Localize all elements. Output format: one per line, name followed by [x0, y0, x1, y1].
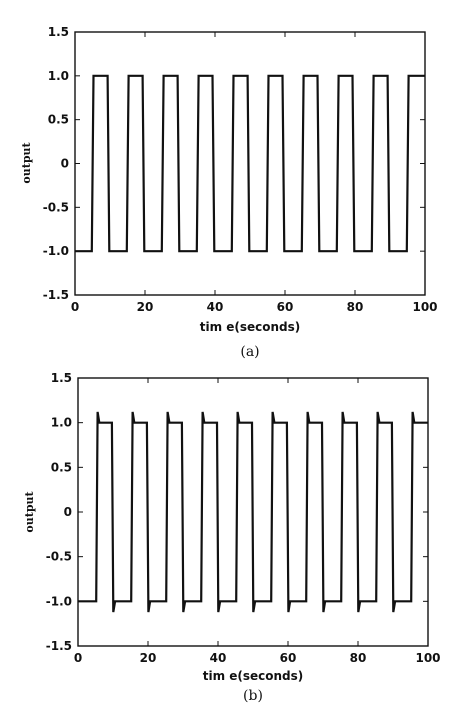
y-tick-label-b-4: -0.5: [46, 550, 72, 564]
y-tick-label-b-1: 1.0: [51, 416, 72, 430]
x-axis-label-a: tim e(seconds): [200, 320, 301, 334]
y-tick-label-a-0: 1.5: [48, 25, 69, 39]
y-axis-label-a: output: [20, 141, 33, 183]
x-tick-label-a-1: 20: [137, 300, 154, 314]
x-tick-label-a-3: 60: [277, 300, 294, 314]
x-tick-label-a-0: 0: [71, 300, 79, 314]
y-tick-label-b-0: 1.5: [51, 371, 72, 385]
x-tick-label-b-3: 60: [280, 651, 297, 665]
y-tick-label-b-3: 0: [64, 505, 72, 519]
y-tick-label-a-4: -0.5: [43, 200, 69, 214]
x-tick-label-b-0: 0: [74, 651, 82, 665]
y-tick-label-a-1: 1.0: [48, 69, 69, 83]
y-tick-label-a-6: -1.5: [43, 288, 69, 302]
output-trace-a: [75, 74, 425, 253]
x-tick-label-a-5: 100: [412, 300, 437, 314]
y-tick-label-b-6: -1.5: [46, 639, 72, 653]
chart-panel-a: 0 20 40 60 80 100 1.5 1.0 0.5 0 -0.5 -1.0 -1.5 outpu…: [20, 25, 438, 360]
x-tick-label-a-2: 40: [207, 300, 224, 314]
y-tick-label-b-5: -1.0: [46, 594, 72, 608]
x-tick-label-b-1: 20: [140, 651, 157, 665]
x-tick-label-a-4: 80: [347, 300, 364, 314]
axis-ticks-b: 0 20 40 60 80 100 1.5 1.0 0.5 0 -0.5 -1.0 -1.5: [46, 371, 441, 665]
x-tick-label-b-4: 80: [350, 651, 367, 665]
y-axis-label-b: output: [23, 490, 36, 532]
caption-a: (a): [240, 344, 259, 360]
caption-b: (b): [243, 688, 263, 703]
chart-panel-b: 0 20 40 60 80 100 1.5 1.0 0.5 0 -0.5 -1.0 -1.5 outpu…: [23, 371, 441, 703]
output-trace-b: [78, 411, 428, 613]
x-axis-label-b: tim e(seconds): [203, 669, 304, 683]
x-tick-label-b-5: 100: [415, 651, 440, 665]
y-tick-label-a-5: -1.0: [43, 244, 69, 258]
y-tick-label-b-2: 0.5: [51, 460, 72, 474]
y-tick-label-a-3: 0: [61, 157, 69, 171]
x-tick-label-b-2: 40: [210, 651, 227, 665]
axis-ticks-a: 0 20 40 60 80 100 1.5 1.0 0.5 0 -0.5 -1.0 -1.5: [43, 25, 438, 314]
y-tick-label-a-2: 0.5: [48, 113, 69, 127]
